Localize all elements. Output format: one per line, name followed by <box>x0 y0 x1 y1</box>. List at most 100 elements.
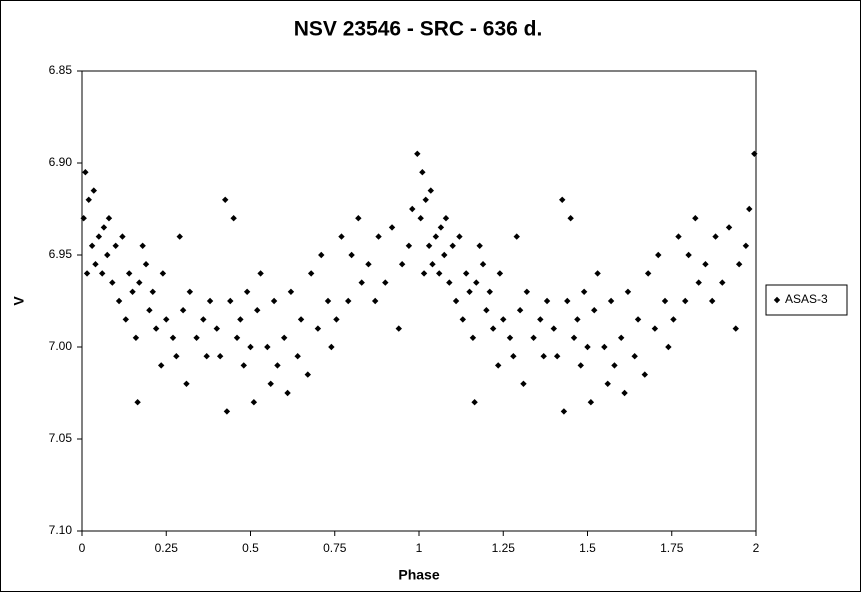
point <box>398 261 406 268</box>
point <box>471 399 478 406</box>
point <box>530 334 537 341</box>
point <box>159 270 167 277</box>
point <box>85 196 92 203</box>
x-tick-label: 0 <box>79 541 86 555</box>
point <box>149 288 156 295</box>
point <box>348 251 355 259</box>
point <box>442 215 450 222</box>
point <box>641 371 648 378</box>
point <box>90 187 97 194</box>
y-tick-label: 7.05 <box>49 431 73 445</box>
point <box>553 353 561 360</box>
y-tick-label: 6.85 <box>49 63 73 77</box>
point <box>732 325 739 332</box>
point <box>523 288 531 295</box>
point <box>506 334 514 341</box>
x-tick-label: 0.25 <box>155 541 179 555</box>
point <box>222 196 229 203</box>
point <box>173 353 180 360</box>
point <box>417 215 424 222</box>
point <box>483 307 490 314</box>
y-tick-label: 7.00 <box>49 339 73 353</box>
point <box>163 316 170 323</box>
point <box>537 316 544 323</box>
point <box>469 334 477 341</box>
point <box>702 261 709 268</box>
point <box>230 215 237 222</box>
point <box>132 334 140 341</box>
point <box>682 297 689 305</box>
point <box>462 270 470 277</box>
point <box>601 343 608 351</box>
point <box>446 279 453 286</box>
point <box>237 316 244 323</box>
point <box>405 242 413 249</box>
point <box>395 325 402 332</box>
point <box>382 279 389 286</box>
point <box>142 261 150 268</box>
point <box>264 343 271 351</box>
x-axis-label: Phase <box>398 567 439 583</box>
point <box>267 380 274 387</box>
point <box>318 251 325 259</box>
point <box>692 215 699 222</box>
x-tick-label: 2 <box>753 541 760 555</box>
point <box>604 380 611 387</box>
point <box>254 307 261 314</box>
point <box>591 307 598 314</box>
point <box>587 399 595 406</box>
point <box>284 389 291 397</box>
point <box>651 325 659 332</box>
point <box>449 242 456 249</box>
point <box>119 233 126 240</box>
point <box>80 215 87 222</box>
point <box>500 316 507 323</box>
point <box>425 242 433 249</box>
point <box>157 362 165 369</box>
point <box>388 224 396 231</box>
point <box>607 297 615 305</box>
point <box>708 297 716 305</box>
point <box>100 224 108 231</box>
point <box>570 334 578 341</box>
point <box>115 297 123 305</box>
point <box>183 380 190 387</box>
point <box>751 150 758 157</box>
point <box>712 233 719 240</box>
point <box>567 215 574 222</box>
point <box>95 233 103 240</box>
point <box>675 233 682 240</box>
point <box>479 261 487 268</box>
point <box>206 297 214 305</box>
point <box>661 297 669 305</box>
point <box>655 251 662 259</box>
point <box>543 297 551 305</box>
point <box>486 288 493 295</box>
point <box>427 187 434 194</box>
point <box>257 270 264 277</box>
point <box>274 362 281 369</box>
point <box>496 270 504 277</box>
point <box>105 215 113 222</box>
point <box>213 325 220 332</box>
point <box>307 270 315 277</box>
point <box>746 205 753 213</box>
point <box>540 353 547 360</box>
point <box>436 270 443 277</box>
point <box>179 307 187 314</box>
point <box>109 279 116 286</box>
point <box>559 196 566 203</box>
point <box>203 353 210 360</box>
point <box>419 169 426 176</box>
point <box>594 270 601 277</box>
point <box>200 316 207 323</box>
chart-title: NSV 23546 - SRC - 636 d. <box>294 18 543 41</box>
point <box>227 297 234 305</box>
point <box>422 196 429 203</box>
point <box>695 279 702 286</box>
point <box>564 297 571 305</box>
point <box>146 307 153 314</box>
point <box>281 334 288 341</box>
point <box>328 343 335 351</box>
